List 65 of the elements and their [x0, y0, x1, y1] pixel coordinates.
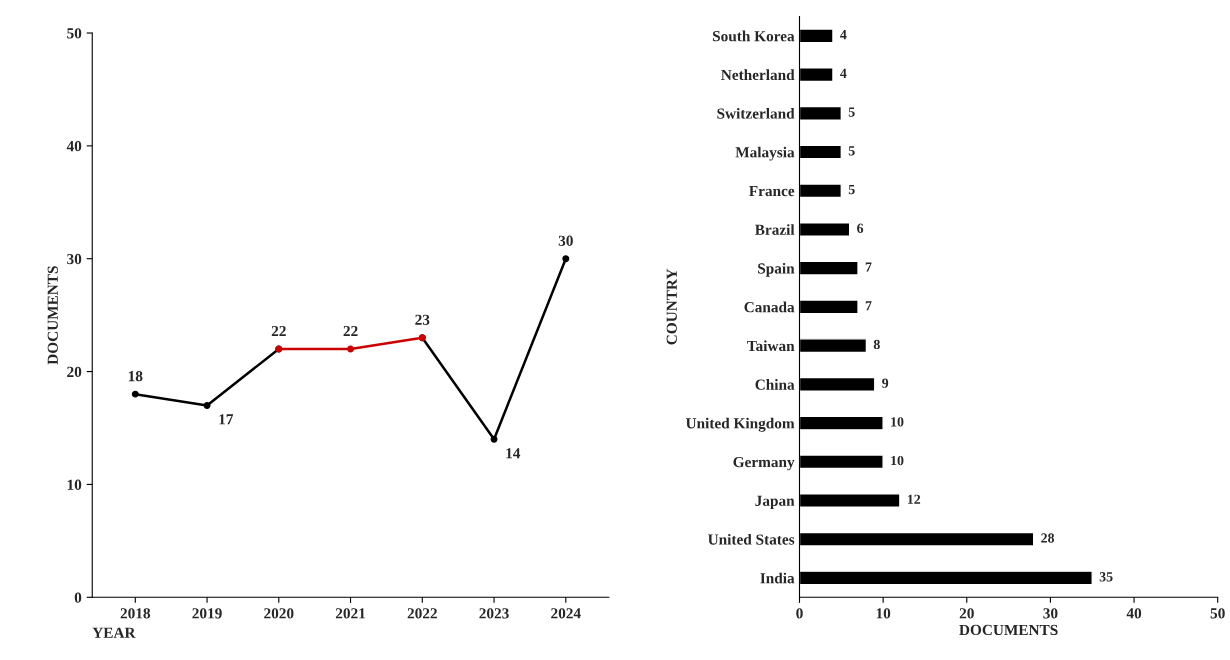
data-label: 10 — [891, 417, 904, 427]
y-tick-label: India — [760, 572, 795, 584]
x-tick-label: 2024 — [551, 608, 581, 619]
data-label: 17 — [219, 414, 234, 425]
data-label: 18 — [128, 371, 143, 382]
data-label: 10 — [891, 455, 904, 466]
y-tick-label: Japan — [755, 495, 795, 510]
data-label: 35 — [1099, 572, 1113, 582]
y-tick-label: Germany — [733, 456, 795, 471]
point — [562, 255, 570, 263]
y-axis-title: DOCUMENTS — [47, 266, 58, 365]
data-label: 4 — [840, 30, 847, 40]
x-tick-label: 10 — [876, 608, 891, 619]
data-label: 12 — [907, 494, 921, 504]
y-tick-label: Malaysia — [735, 146, 795, 161]
y-tick-label: Brazil — [755, 224, 795, 235]
x-tick-label: 2019 — [192, 608, 222, 619]
y-axis-title: COUNTRY — [666, 268, 677, 345]
data-label: 7 — [865, 262, 872, 272]
x-tick-label: 2020 — [264, 608, 294, 619]
data-label: 14 — [506, 448, 521, 459]
y-tick-label: United Kingdom — [685, 417, 795, 432]
x-tick-label: 2022 — [407, 608, 437, 619]
y-tick-label: 10 — [67, 479, 82, 490]
y-tick-label: 30 — [67, 253, 82, 265]
data-label: 5 — [848, 107, 855, 117]
point — [347, 345, 355, 353]
y-tick-label: China — [755, 379, 795, 390]
x-tick-label: 2023 — [479, 608, 509, 619]
data-label: 4 — [840, 68, 847, 78]
y-tick-label: Spain — [758, 262, 795, 277]
x-tick-label: 0 — [796, 608, 803, 619]
y-tick-label: Taiwan — [747, 340, 795, 352]
data-label: 6 — [857, 223, 864, 233]
x-tick-label: 2018 — [120, 608, 151, 619]
y-tick-label: Canada — [744, 301, 795, 313]
y-tick-label: United States — [708, 533, 795, 545]
y-tick-label: 50 — [67, 28, 82, 39]
x-axis-title: DOCUMENTS — [959, 624, 1058, 636]
x-axis-title: YEAR — [92, 627, 136, 638]
data-label: 7 — [865, 301, 872, 311]
data-label: 9 — [882, 378, 889, 388]
point — [490, 435, 498, 443]
data-label: 30 — [558, 235, 573, 246]
data-label: 8 — [873, 339, 880, 350]
point — [203, 401, 211, 409]
y-tick-label: France — [749, 186, 795, 197]
x-tick-label: 20 — [959, 608, 974, 619]
x-tick-label: 2021 — [335, 608, 366, 619]
data-label: 22 — [343, 325, 358, 337]
y-tick-label: Netherland — [721, 69, 795, 81]
x-tick-label: 30 — [1043, 608, 1058, 619]
data-label: 5 — [848, 146, 855, 156]
data-label: 28 — [1041, 533, 1055, 543]
y-tick-label: 20 — [67, 366, 82, 378]
data-label: 23 — [415, 314, 430, 325]
point — [131, 390, 139, 398]
data-label: 5 — [848, 184, 855, 195]
data-label: 22 — [271, 325, 286, 337]
y-tick-label: South Korea — [712, 30, 795, 42]
y-tick-label: 40 — [66, 141, 82, 152]
x-tick-label: 40 — [1126, 608, 1142, 619]
y-tick-label: Switzerland — [717, 108, 795, 119]
x-tick-label: 50 — [1210, 608, 1225, 619]
y-tick-label: 0 — [74, 592, 82, 603]
